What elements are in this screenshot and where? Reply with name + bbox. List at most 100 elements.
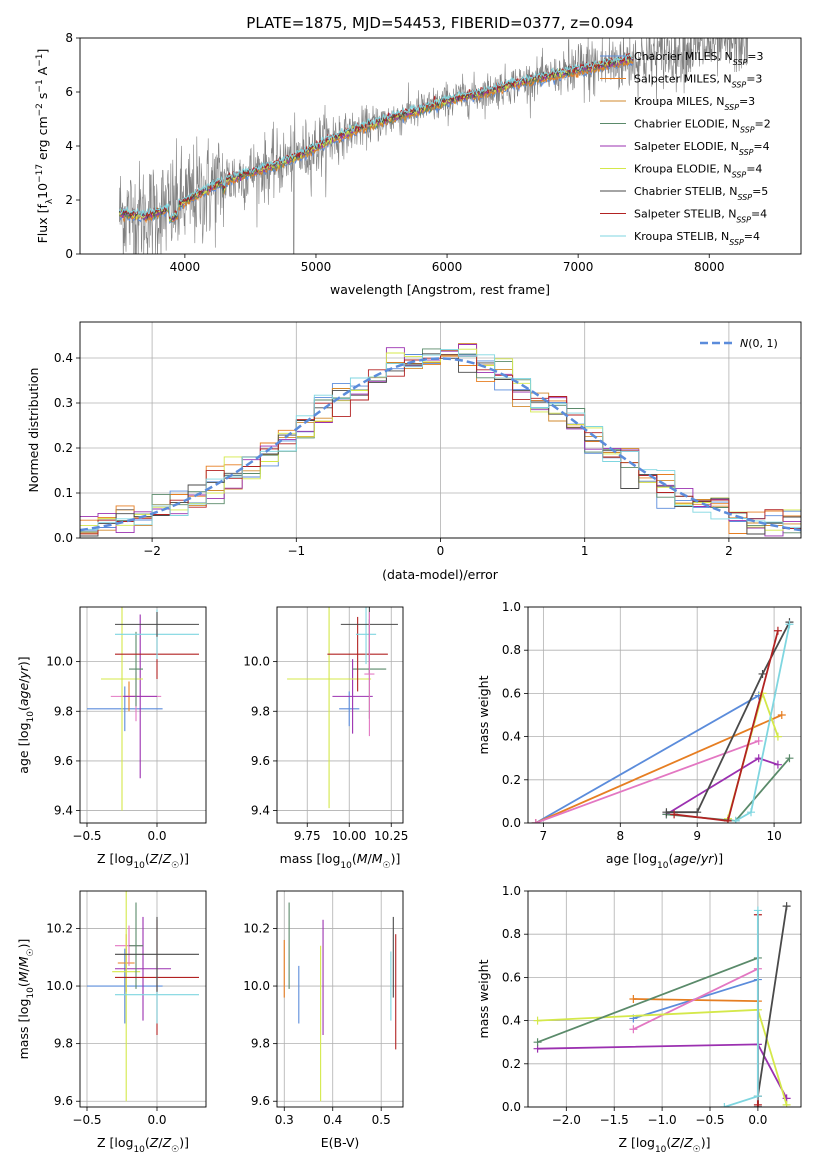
weight-vs-Z-plot-area (533, 902, 791, 1107)
weight-vs-Z-marker-8-2 (753, 906, 762, 915)
residuals-ytick-label-3: 0.3 (54, 396, 73, 410)
spectrum-legend-label-1: Salpeter MILES, NSSP=3 (634, 73, 762, 90)
weight-vs-age-xtick-label-3: 10 (766, 829, 781, 843)
age-vs-mass-ytick-label-2: 9.8 (251, 704, 270, 718)
residuals-xtick-label-2: 0 (437, 544, 445, 558)
weight-vs-age-xlabel: age [log10(age/yr)] (606, 851, 723, 871)
mass-vs-Z-frame (79, 890, 207, 1108)
residuals-ytick-label-1: 0.1 (54, 486, 73, 500)
residuals-ytick-label-4: 0.4 (54, 351, 73, 365)
weight-vs-Z-ytick-label-3: 0.6 (502, 970, 521, 984)
weight-vs-Z-marker-4-2 (782, 1100, 791, 1107)
spectrum-ytick-label-1: 2 (65, 193, 73, 207)
weight-vs-age-marker-8-1 (747, 808, 756, 817)
weight-vs-age-marker-2-1 (754, 736, 763, 745)
weight-vs-age-series-line-2 (535, 740, 760, 823)
weight-vs-Z-axes: −2.0 −1.5 −1.0 −0.5 0.0 0.0 0.2 0.4 0.6 0.8 1.0 Z [… (476, 884, 802, 1155)
weight-vs-age-marker-6-1 (693, 808, 702, 817)
mass-vs-EBV-ytick-label-2: 10.0 (243, 979, 270, 993)
spectrum-xlabel: wavelength [Angstrom, rest frame] (330, 282, 550, 297)
weight-vs-Z-ytick-label-1: 0.2 (502, 1057, 521, 1071)
age-vs-mass-ytick-label-1: 9.6 (251, 754, 270, 768)
weight-vs-Z-series-line-8 (724, 910, 759, 1107)
mass-vs-EBV-xlabel: E(B-V) (321, 1135, 360, 1150)
spectrum-xtick-label-4: 8000 (694, 260, 725, 274)
weight-vs-Z-ylabel: mass weight (476, 959, 491, 1038)
weight-vs-Z-series-line-1 (633, 998, 758, 1003)
weight-vs-Z-marker-4-0 (533, 1016, 542, 1025)
spectrum-legend-label-3: Chabrier ELODIE, NSSP=2 (634, 118, 771, 135)
residuals-ylabel: Normed distribution (26, 368, 41, 493)
weight-vs-age-ylabel: mass weight (476, 675, 491, 754)
spectrum-legend-label-6: Chabrier STELIB, NSSP=5 (634, 185, 768, 202)
weight-vs-Z-ytick-label-0: 0.0 (502, 1100, 521, 1114)
spectrum-model-line-1 (119, 59, 634, 224)
weight-vs-Z-marker-5-0 (533, 1038, 542, 1047)
age-vs-mass-xlabel: mass [log10(M/M☉)] (280, 851, 401, 871)
weight-vs-age-marker-6-2 (758, 669, 767, 678)
age-vs-Z-ytick-label-2: 9.8 (54, 704, 73, 718)
mass-vs-EBV-xtick-label-2: 0.5 (372, 1113, 391, 1127)
residuals-xtick-label-4: 2 (725, 544, 733, 558)
weight-vs-age-marker-8-0 (731, 816, 740, 823)
age-vs-Z-ytick-label-3: 10.0 (46, 655, 73, 669)
age-vs-mass-xtick-label-2: 10.25 (374, 829, 408, 843)
weight-vs-Z-xtick-label-1: −1.5 (600, 1113, 629, 1127)
weight-vs-age-ytick-label-1: 0.2 (502, 773, 521, 787)
residuals-plot-area (80, 343, 801, 538)
mass-vs-EBV-frame (276, 890, 404, 1108)
age-vs-Z-ytick-label-0: 9.4 (54, 804, 73, 818)
mass-vs-Z-xtick-label-0: −0.5 (72, 1113, 101, 1127)
weight-vs-age-marker-7-1 (723, 816, 732, 823)
weight-vs-Z-marker-2-0 (629, 1025, 638, 1034)
spectrum-ytick-label-0: 0 (65, 247, 73, 261)
mass-vs-EBV-axes: 0.3 0.4 0.5 9.6 9.8 10.0 10.2 E(B-V) (243, 890, 404, 1150)
age-vs-Z-xtick-label-1: 0.0 (147, 829, 166, 843)
spectrum-ytick-label-2: 4 (65, 139, 73, 153)
residuals-xlabel: (data-model)/error (382, 567, 499, 582)
mass-vs-EBV-xtick-label-0: 0.3 (275, 1113, 294, 1127)
mass-vs-Z-xtick-label-1: 0.0 (147, 1113, 166, 1127)
residuals-xtick-label-0: −2 (143, 544, 161, 558)
age-vs-Z-ytick-label-1: 9.6 (54, 754, 73, 768)
residuals-legend-label: N(0, 1) (740, 337, 778, 350)
spectrum-legend-label-8: Kroupa STELIB, NSSP=4 (634, 230, 760, 247)
spectrum-legend-label-7: Salpeter STELIB, NSSP=4 (634, 208, 767, 225)
mass-vs-Z-ytick-label-1: 9.8 (54, 1037, 73, 1051)
weight-vs-age-marker-2-0 (531, 819, 540, 823)
weight-vs-age-marker-8-2 (785, 620, 794, 629)
spectrum-plot-area (118, 38, 748, 254)
residuals-ytick-label-2: 0.2 (54, 441, 73, 455)
residuals-frame (79, 321, 802, 539)
age-vs-Z-plot-area (87, 607, 199, 811)
age-vs-Z-ylabel: age [log10(age/yr)] (16, 656, 36, 773)
spectrum-data-line (119, 38, 748, 254)
age-vs-mass-axes: 9.75 10.00 10.25 9.4 9.6 9.8 10.0 mass [log10(M… (243, 606, 408, 871)
weight-vs-age-marker-7-2 (773, 626, 782, 635)
weight-vs-Z-series-line-6 (756, 905, 788, 1107)
weight-vs-age-marker-1-1 (777, 711, 786, 719)
weight-vs-Z-series-line-2 (632, 967, 759, 1031)
spectrum-ytick-label-4: 8 (65, 31, 73, 45)
weight-vs-age-ytick-label-3: 0.6 (502, 686, 521, 700)
weight-vs-Z-series-line-5 (537, 956, 759, 1107)
weight-vs-age-marker-3-2 (773, 760, 782, 769)
residuals-xtick-label-1: −1 (287, 544, 305, 558)
age-vs-Z-xtick-label-0: −0.5 (72, 829, 101, 843)
weight-vs-Z-marker-1-0 (629, 995, 638, 1003)
age-vs-mass-plot-area (287, 607, 398, 809)
spectrum-xtick-label-3: 7000 (563, 260, 594, 274)
mass-vs-Z-ytick-label-0: 9.6 (54, 1094, 73, 1108)
spectrum-title: PLATE=1875, MJD=54453, FIBERID=0377, z=0… (246, 14, 633, 32)
weight-vs-Z-xtick-label-2: −1.0 (648, 1113, 677, 1127)
spectrum-model-line-8 (118, 53, 634, 220)
weight-vs-age-ytick-label-2: 0.4 (502, 730, 521, 744)
weight-vs-age-xtick-label-1: 8 (616, 829, 624, 843)
spectrum-axes: 4000 5000 6000 7000 8000 0 2 4 6 8 PLATE=1875, MJD… (35, 14, 802, 297)
weight-vs-Z-xtick-label-4: 0.0 (748, 1113, 767, 1127)
weight-vs-age-marker-7-0 (670, 810, 679, 819)
residuals-xtick-label-3: 1 (581, 544, 589, 558)
mass-vs-Z-ytick-label-2: 10.0 (46, 979, 73, 993)
mass-vs-Z-xlabel: Z [log10(Z/Z☉)] (97, 1135, 189, 1155)
